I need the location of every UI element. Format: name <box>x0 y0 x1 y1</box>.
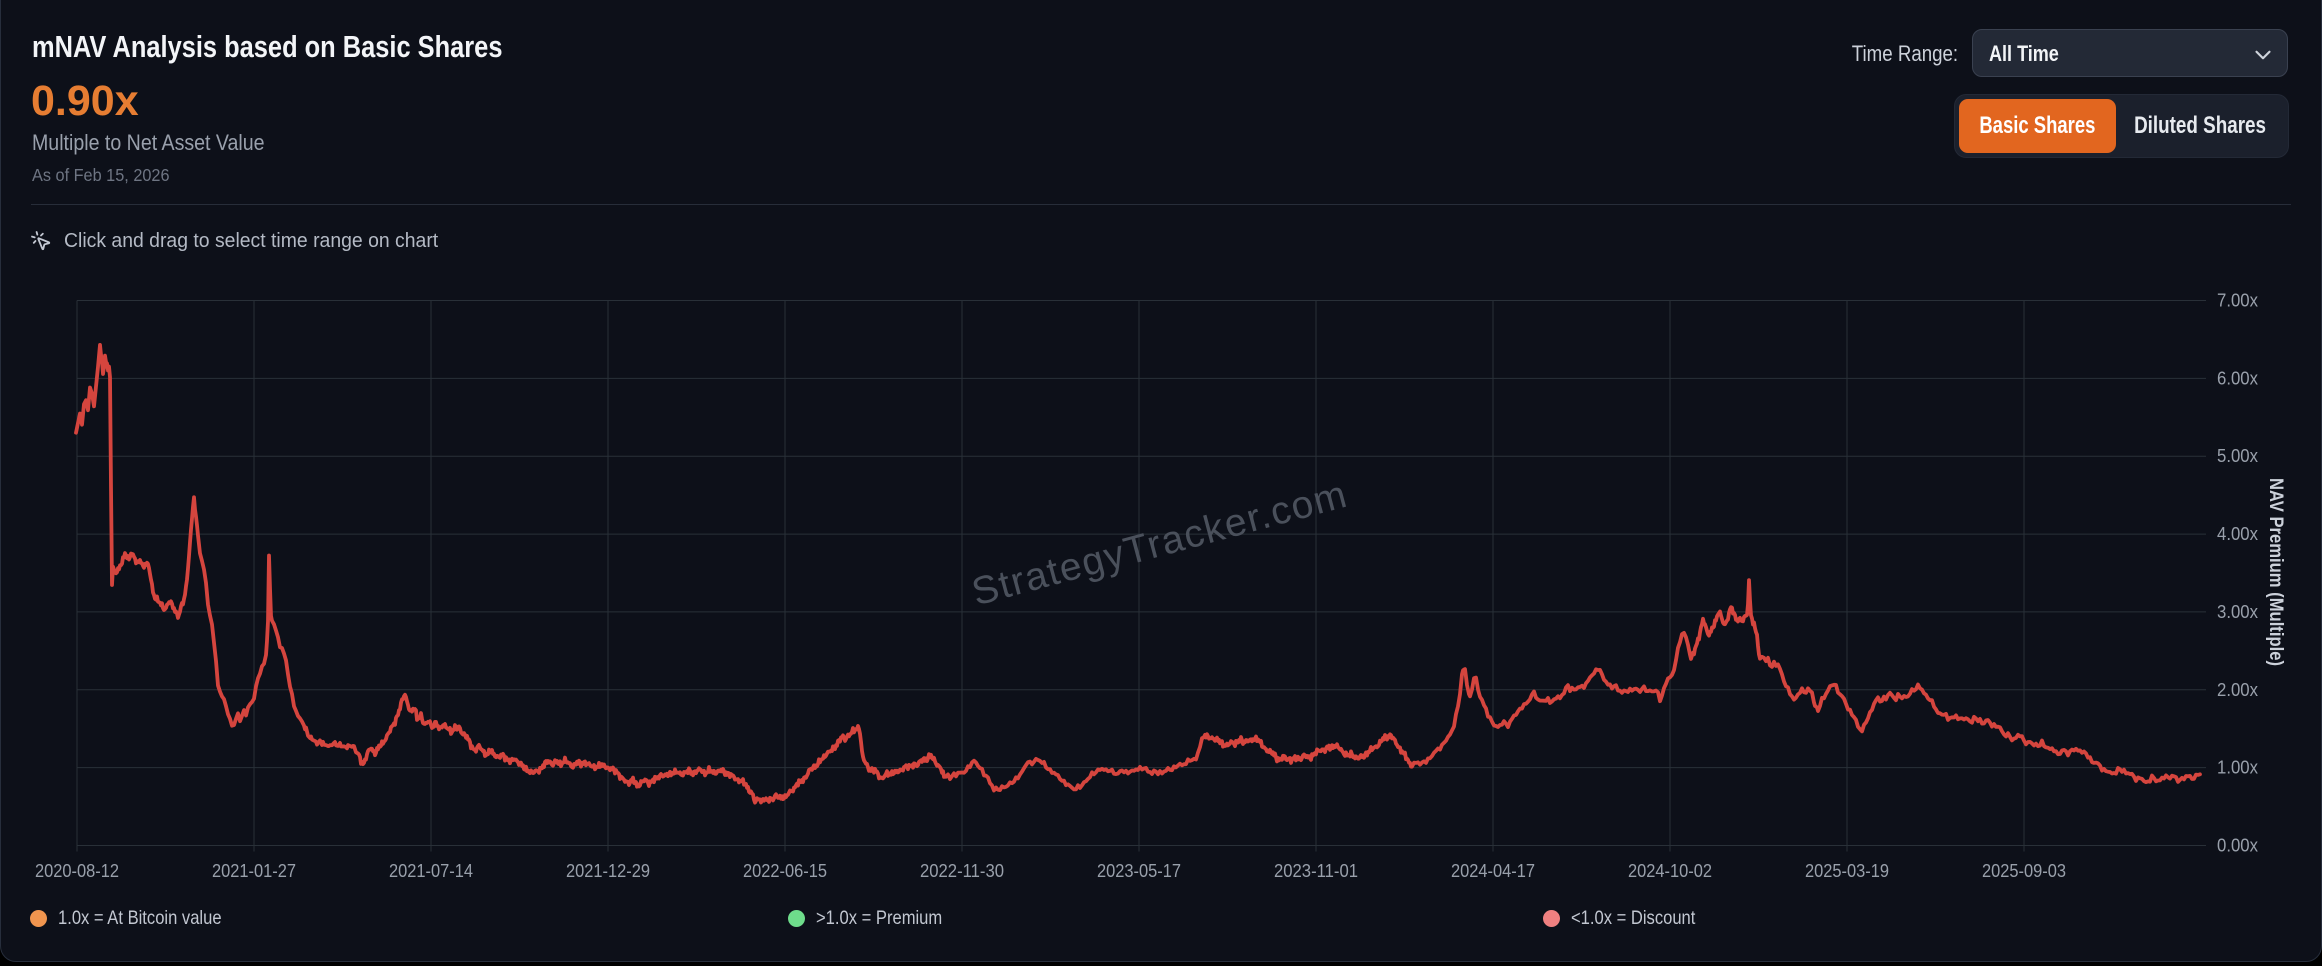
svg-text:2.00x: 2.00x <box>2217 680 2258 700</box>
svg-text:2024-10-02: 2024-10-02 <box>1628 861 1712 881</box>
svg-text:2021-07-14: 2021-07-14 <box>389 861 473 881</box>
svg-text:1.00x: 1.00x <box>2217 758 2258 778</box>
svg-text:5.00x: 5.00x <box>2217 446 2258 466</box>
svg-text:3.00x: 3.00x <box>2217 602 2258 622</box>
svg-text:2025-09-03: 2025-09-03 <box>1982 861 2066 881</box>
svg-text:4.00x: 4.00x <box>2217 524 2258 544</box>
svg-text:2022-11-30: 2022-11-30 <box>920 861 1004 881</box>
svg-text:2025-03-19: 2025-03-19 <box>1805 861 1889 881</box>
svg-text:7.00x: 7.00x <box>2217 291 2258 311</box>
svg-text:0.00x: 0.00x <box>2217 836 2258 856</box>
svg-text:2023-05-17: 2023-05-17 <box>1097 861 1181 881</box>
svg-text:2020-08-12: 2020-08-12 <box>35 861 119 881</box>
svg-text:6.00x: 6.00x <box>2217 368 2258 388</box>
svg-text:NAV Premium (Multiple): NAV Premium (Multiple) <box>2265 478 2286 666</box>
svg-text:2022-06-15: 2022-06-15 <box>743 861 827 881</box>
svg-text:2024-04-17: 2024-04-17 <box>1451 861 1535 881</box>
svg-text:2023-11-01: 2023-11-01 <box>1274 861 1358 881</box>
svg-text:2021-12-29: 2021-12-29 <box>566 861 650 881</box>
svg-text:2021-01-27: 2021-01-27 <box>212 861 296 881</box>
